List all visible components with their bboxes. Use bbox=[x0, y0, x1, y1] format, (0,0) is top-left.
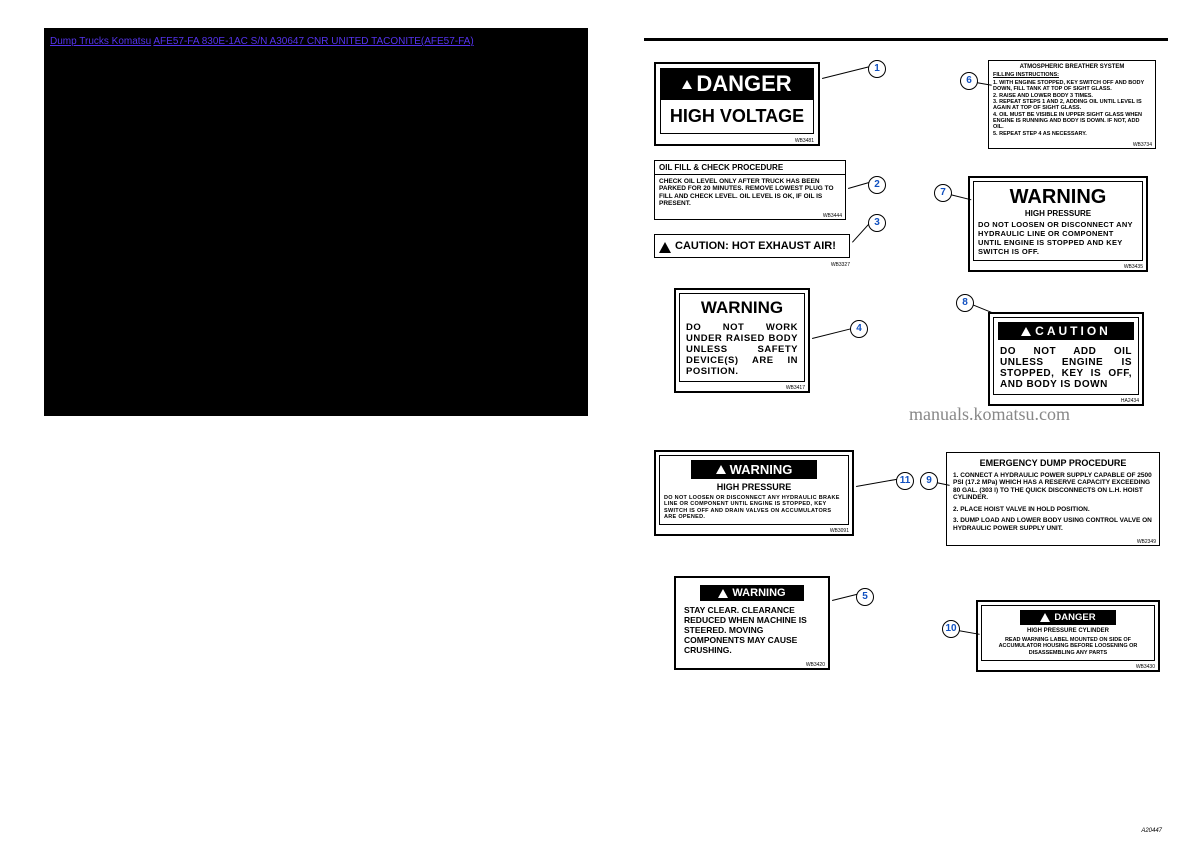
breadcrumb-link-model[interactable]: AFE57-FA 830E-1AC S/N A30647 CNR UNITED … bbox=[153, 36, 473, 47]
plate-emergency-dump: EMERGENCY DUMP PROCEDURE 1. CONNECT A HY… bbox=[946, 452, 1160, 546]
plate-body-text: STAY CLEAR. CLEARANCE REDUCED WHEN MACHI… bbox=[683, 601, 821, 655]
callout-10: 10 bbox=[942, 620, 960, 638]
plate-body-text: DO NOT ADD OIL UNLESS ENGINE IS STOPPED,… bbox=[998, 340, 1134, 390]
plate-body-text: READ WARNING LABEL MOUNTED ON SIDE OF AC… bbox=[986, 637, 1150, 656]
page-header-rule bbox=[644, 38, 1168, 41]
callout-5: 5 bbox=[856, 588, 874, 606]
plate-code: WB3734 bbox=[989, 142, 1155, 148]
plate-sub-text: HIGH PRESSURE bbox=[664, 482, 844, 492]
callout-7: 7 bbox=[934, 184, 952, 202]
callout-2: 2 bbox=[868, 176, 886, 194]
plate-danger-high-voltage: DANGER HIGH VOLTAGE WB3481 bbox=[654, 62, 820, 146]
plate-header-text: CAUTION bbox=[1035, 324, 1111, 338]
plate-caution-oil: CAUTION DO NOT ADD OIL UNLESS ENGINE IS … bbox=[988, 312, 1144, 406]
callout-9: 9 bbox=[920, 472, 938, 490]
plate-step: 1. CONNECT A HYDRAULIC POWER SUPPLY CAPA… bbox=[953, 472, 1153, 502]
plate-code: WB3420 bbox=[676, 662, 828, 668]
plate-code: WB2349 bbox=[947, 539, 1159, 545]
warning-triangle-icon bbox=[682, 80, 692, 89]
plate-breather-system: ATMOSPHERIC BREATHER SYSTEM FILLING INST… bbox=[988, 60, 1156, 149]
plate-body-text: CAUTION: HOT EXHAUST AIR! bbox=[675, 240, 836, 252]
plate-oil-fill-check: OIL FILL & CHECK PROCEDURE CHECK OIL LEV… bbox=[654, 160, 846, 220]
plate-header-text: DANGER bbox=[696, 71, 791, 97]
plate-title-text: OIL FILL & CHECK PROCEDURE bbox=[655, 161, 845, 175]
plate-title-text: EMERGENCY DUMP PROCEDURE bbox=[953, 458, 1153, 468]
leader-line bbox=[822, 66, 869, 79]
plate-code: WB3091 bbox=[656, 528, 852, 534]
breadcrumb: Dump Trucks Komatsu AFE57-FA 830E-1AC S/… bbox=[44, 34, 588, 49]
warning-triangle-icon bbox=[716, 465, 726, 474]
plate-code: WB3444 bbox=[655, 213, 845, 219]
leader-line bbox=[812, 328, 853, 339]
callout-6: 6 bbox=[960, 72, 978, 90]
callout-11: 11 bbox=[896, 472, 914, 490]
leader-line bbox=[972, 304, 993, 313]
plate-code: WB3435 bbox=[970, 264, 1146, 270]
callout-4: 4 bbox=[850, 320, 868, 338]
plate-body-text: DO NOT WORK UNDER RAISED BODY UNLESS SAF… bbox=[684, 318, 800, 377]
breadcrumb-link-category[interactable]: Dump Trucks Komatsu bbox=[50, 36, 151, 47]
navigation-panel: Dump Trucks Komatsu AFE57-FA 830E-1AC S/… bbox=[44, 28, 588, 416]
page-drawing-code: A20447 bbox=[1141, 828, 1162, 834]
plate-code: WB3327 bbox=[654, 262, 852, 268]
plate-header-text: WARNING bbox=[732, 587, 785, 599]
plate-line: 4. OIL MUST BE VISIBLE IN UPPER SIGHT GL… bbox=[993, 112, 1151, 131]
leader-line bbox=[856, 479, 898, 487]
plate-warning-hydraulic: WARNING HIGH PRESSURE DO NOT LOOSEN OR D… bbox=[968, 176, 1148, 272]
plate-step: 3. DUMP LOAD AND LOWER BODY USING CONTRO… bbox=[953, 517, 1153, 532]
plate-danger-accumulator: DANGER HIGH PRESSURE CYLINDER READ WARNI… bbox=[976, 600, 1160, 672]
plate-line: 1. WITH ENGINE STOPPED, KEY SWITCH OFF A… bbox=[993, 80, 1151, 93]
plate-body-text: DO NOT LOOSEN OR DISCONNECT ANY HYDRAULI… bbox=[978, 218, 1138, 256]
plate-sub-text: HIGH PRESSURE CYLINDER bbox=[986, 628, 1150, 634]
warning-triangle-icon bbox=[1040, 613, 1050, 622]
watermark-text: manuals.komatsu.com bbox=[909, 404, 1070, 425]
plate-sub-text: FILLING INSTRUCTIONS: bbox=[993, 72, 1151, 78]
plate-stay-clear: WARNING STAY CLEAR. CLEARANCE REDUCED WH… bbox=[674, 576, 830, 670]
warning-triangle-icon bbox=[659, 242, 671, 253]
plate-code: WB3430 bbox=[978, 664, 1158, 670]
plate-body-text: HIGH VOLTAGE bbox=[660, 100, 814, 134]
plate-header-text: DANGER bbox=[1054, 612, 1095, 623]
manual-page: manuals.komatsu.com DANGER HIGH VOLTAGE … bbox=[634, 28, 1178, 840]
callout-3: 3 bbox=[868, 214, 886, 232]
plate-header-text: WARNING bbox=[730, 462, 793, 477]
warning-triangle-icon bbox=[1021, 327, 1031, 336]
plate-line: 5. REPEAT STEP 4 AS NECESSARY. bbox=[993, 131, 1151, 137]
plate-code: WB3481 bbox=[656, 138, 818, 144]
plate-body-text: CHECK OIL LEVEL ONLY AFTER TRUCK HAS BEE… bbox=[655, 175, 845, 211]
plate-header-text: WARNING bbox=[684, 298, 800, 318]
callout-8: 8 bbox=[956, 294, 974, 312]
plate-warning-brake-pressure: WARNING HIGH PRESSURE DO NOT LOOSEN OR D… bbox=[654, 450, 854, 536]
plate-code: WB3417 bbox=[676, 385, 808, 391]
plate-hot-exhaust: CAUTION: HOT EXHAUST AIR! bbox=[654, 234, 850, 258]
warning-triangle-icon bbox=[718, 589, 728, 598]
plate-line: 3. REPEAT STEPS 1 AND 2, ADDING OIL UNTI… bbox=[993, 99, 1151, 112]
plate-sub-text: HIGH PRESSURE bbox=[978, 209, 1138, 218]
plate-body-text: DO NOT LOOSEN OR DISCONNECT ANY HYDRAULI… bbox=[664, 495, 844, 520]
plate-no-work-under-body: WARNING DO NOT WORK UNDER RAISED BODY UN… bbox=[674, 288, 810, 393]
plate-header-text: WARNING bbox=[978, 186, 1138, 209]
callout-1: 1 bbox=[868, 60, 886, 78]
plate-step: 2. PLACE HOIST VALVE IN HOLD POSITION. bbox=[953, 506, 1153, 513]
plate-title-text: ATMOSPHERIC BREATHER SYSTEM bbox=[993, 64, 1151, 70]
